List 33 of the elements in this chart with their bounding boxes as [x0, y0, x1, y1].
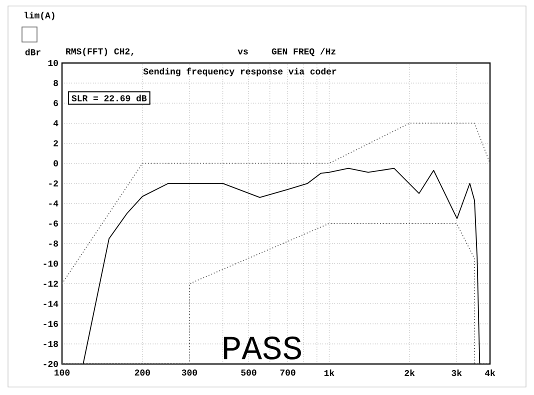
x-tick-label: 500: [241, 370, 256, 376]
y-axis-title: dBr: [25, 48, 40, 56]
y-tick-label: -8: [49, 240, 58, 247]
y-tick-label: 6: [54, 100, 58, 106]
text: GEN FREQ /Hz: [272, 48, 336, 56]
x-tick-label: 200: [134, 370, 150, 376]
x-tick-label: 700: [280, 370, 296, 376]
x-tick-label: 300: [182, 370, 198, 376]
text: Sending frequency response via coder: [143, 68, 336, 76]
y-tick-label: -20: [44, 360, 58, 368]
y-tick-label: 4: [53, 120, 58, 126]
y-tick-label: -2: [49, 180, 58, 186]
annotation: PASS: [224, 336, 301, 360]
annotation: SLR = 22.69 dB: [72, 94, 147, 102]
y-tick-label: 10: [48, 60, 58, 66]
y-tick-label: 0: [54, 160, 58, 166]
y-tick-label: -6: [49, 220, 58, 227]
text: RMS(FFT) CH2,: [66, 48, 134, 56]
text: lim(A): [24, 12, 54, 20]
y-tick-label: -16: [44, 320, 58, 327]
x-tick-label: 1k: [324, 370, 334, 376]
x-tick-label: 4k: [484, 370, 496, 376]
y-tick-label: -12: [44, 280, 58, 287]
x-tick-label: 3k: [452, 370, 462, 376]
y-tick-label: -4: [49, 200, 58, 206]
text: vs: [238, 50, 248, 54]
y-tick-label: 2: [54, 140, 58, 146]
y-tick-label: -14: [44, 300, 58, 307]
x-tick-label: 100: [54, 370, 70, 376]
y-tick-label: -10: [44, 260, 58, 267]
y-tick-label: 8: [54, 80, 58, 86]
x-tick-label: 2k: [404, 370, 415, 376]
y-tick-label: -18: [44, 340, 58, 347]
